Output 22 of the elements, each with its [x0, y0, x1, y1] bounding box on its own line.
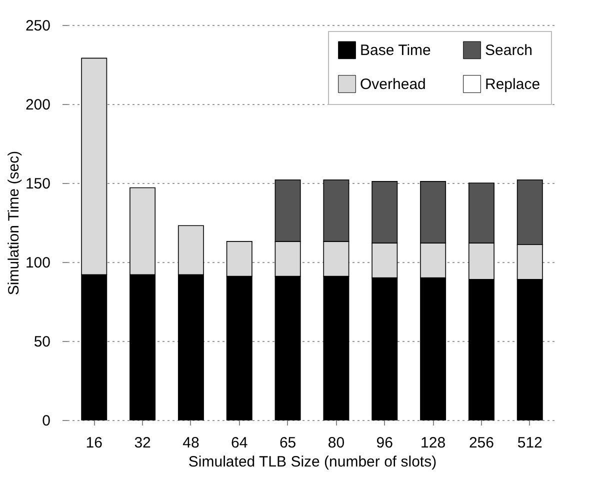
y-axis-title: Simulation Time (sec) [5, 150, 22, 296]
y-tick-label: 50 [34, 334, 50, 350]
x-tick-label: 512 [517, 434, 542, 452]
y-tick-label: 150 [25, 176, 50, 192]
y-tick-label: 250 [25, 18, 50, 34]
legend-label: Replace [485, 76, 540, 93]
x-axis-title: Simulated TLB Size (number of slots) [188, 454, 437, 470]
x-tick-label: 48 [182, 434, 200, 452]
y-tick-label: 200 [25, 96, 50, 114]
x-tick-label: 128 [420, 434, 446, 452]
legend-label: Search [485, 42, 533, 60]
legend-label: Base Time [360, 42, 431, 60]
y-tick-label: 100 [25, 254, 50, 272]
x-tick-label: 32 [134, 434, 151, 452]
x-tick-label: 256 [468, 434, 494, 452]
x-tick-label: 96 [376, 434, 393, 452]
legend-label: Overhead [360, 76, 426, 93]
y-tick-label: 0 [42, 412, 50, 430]
x-tick-label: 65 [279, 434, 296, 452]
x-tick-label: 16 [86, 434, 102, 452]
x-tick-label: 64 [231, 434, 248, 452]
x-tick-label: 80 [328, 434, 345, 452]
